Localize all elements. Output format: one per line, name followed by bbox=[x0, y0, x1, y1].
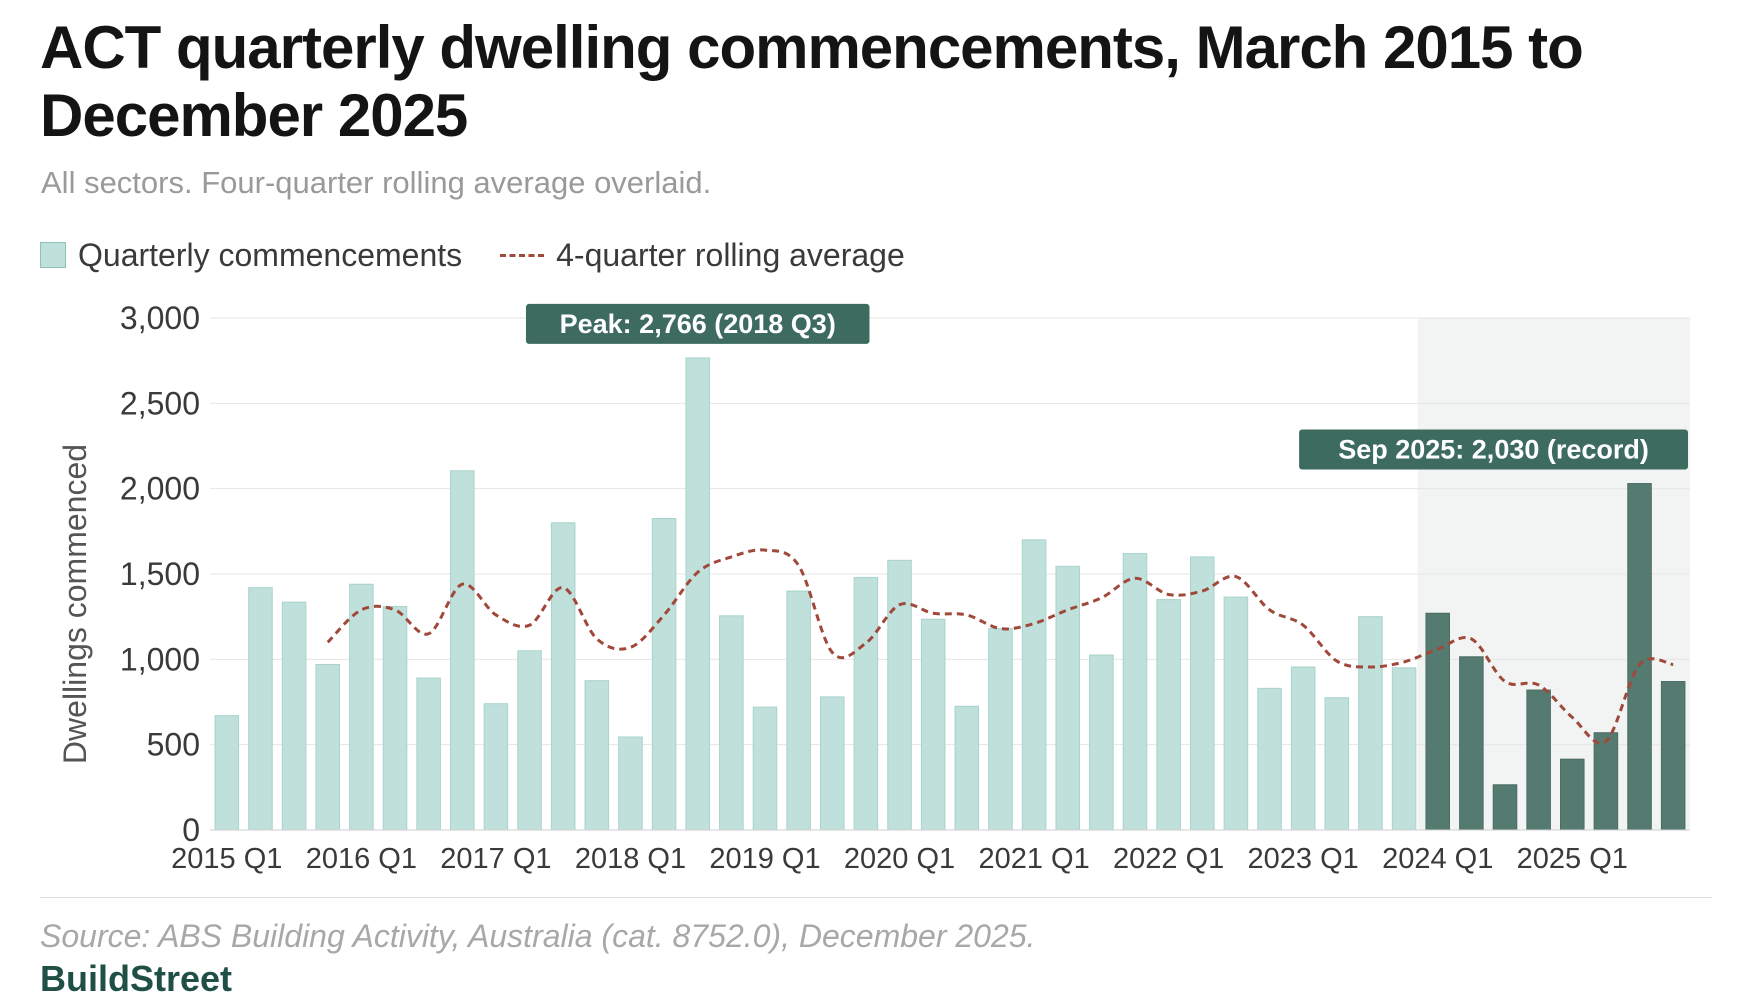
bar bbox=[1526, 689, 1551, 831]
bar bbox=[1492, 784, 1518, 831]
bar bbox=[752, 706, 778, 831]
bar bbox=[651, 518, 677, 831]
bar bbox=[315, 663, 341, 831]
x-tick-label: 2021 Q1 bbox=[978, 843, 1089, 875]
bar bbox=[1223, 596, 1249, 831]
bar bbox=[1089, 654, 1114, 831]
bar bbox=[248, 587, 273, 831]
brand-logo: BuildStreet bbox=[40, 958, 233, 999]
chart: 0 500 1,000 1,500 2,000 2,500 3,000 Dwellings c… bbox=[57, 300, 1690, 875]
y-tick-label: 3,000 bbox=[120, 300, 200, 336]
bar bbox=[349, 583, 374, 831]
annotation-label: Sep 2025: 2,030 (record) bbox=[1338, 435, 1649, 465]
y-tick-label: 500 bbox=[147, 727, 200, 763]
bar bbox=[954, 705, 980, 831]
chart-subtitle: All sectors. Four-quarter rolling averag… bbox=[41, 165, 712, 200]
legend: Quarterly commencements 4-quarter rollin… bbox=[40, 235, 905, 275]
y-tick-label: 2,000 bbox=[120, 471, 200, 507]
bar bbox=[517, 650, 542, 831]
y-tick-label: 2,500 bbox=[120, 385, 200, 421]
x-tick-label: 2018 Q1 bbox=[575, 843, 686, 875]
bar bbox=[1122, 553, 1148, 831]
bar bbox=[1425, 612, 1451, 831]
source-note: Source: ABS Building Activity, Australia… bbox=[40, 918, 1036, 954]
legend-bars-label: Quarterly commencements bbox=[78, 236, 463, 273]
x-tick-label: 2020 Q1 bbox=[844, 843, 955, 875]
legend-line-swatch bbox=[500, 253, 545, 257]
bar bbox=[1021, 539, 1047, 831]
bar bbox=[820, 696, 845, 831]
bar bbox=[1358, 616, 1383, 831]
annotation-box bbox=[525, 303, 870, 344]
bar bbox=[719, 615, 744, 831]
bar bbox=[1324, 697, 1350, 831]
bar bbox=[1190, 556, 1215, 831]
footer-divider bbox=[40, 897, 1712, 898]
x-tick-label: 2022 Q1 bbox=[1113, 843, 1224, 875]
bar bbox=[1459, 656, 1484, 831]
x-tick-label: 2019 Q1 bbox=[709, 843, 820, 875]
bar bbox=[988, 628, 1013, 831]
bar bbox=[1560, 758, 1585, 831]
bar bbox=[382, 605, 408, 831]
bar bbox=[584, 680, 610, 831]
bar bbox=[887, 559, 912, 831]
bar bbox=[281, 601, 307, 831]
legend-bar-swatch bbox=[40, 242, 66, 268]
legend-line-label: 4-quarter rolling average bbox=[556, 236, 905, 273]
bar bbox=[1627, 483, 1652, 831]
bar bbox=[1290, 666, 1316, 831]
y-axis-label: Dwellings commenced bbox=[57, 444, 93, 764]
bar bbox=[618, 736, 643, 831]
x-tick-label: 2023 Q1 bbox=[1248, 843, 1359, 875]
bar bbox=[483, 703, 509, 831]
rolling-average-line bbox=[326, 548, 1674, 745]
chart-title: ACT quarterly dwelling commencements, Ma… bbox=[40, 14, 1584, 149]
bar bbox=[450, 470, 475, 831]
bar bbox=[1391, 667, 1417, 831]
bar bbox=[685, 357, 710, 831]
bar bbox=[416, 677, 441, 831]
y-tick-label: 0 bbox=[182, 812, 200, 848]
bar bbox=[920, 618, 946, 831]
y-tick-label: 1,000 bbox=[120, 641, 200, 677]
bar bbox=[1660, 681, 1686, 831]
x-tick-label: 2024 Q1 bbox=[1382, 843, 1493, 875]
x-tick-label: 2016 Q1 bbox=[306, 843, 417, 875]
x-tick-label: 2017 Q1 bbox=[440, 843, 551, 875]
bar bbox=[1257, 687, 1282, 831]
y-tick-label: 1,500 bbox=[120, 556, 200, 592]
bar bbox=[853, 576, 879, 831]
x-tick-label: 2015 Q1 bbox=[171, 843, 282, 875]
x-tick-label: 2025 Q1 bbox=[1517, 843, 1628, 875]
bar bbox=[550, 522, 576, 831]
bar bbox=[786, 590, 811, 831]
annotation-label: Peak: 2,766 (2018 Q3) bbox=[560, 309, 836, 339]
bar bbox=[214, 715, 240, 831]
bar bbox=[1593, 732, 1619, 831]
annotation-box bbox=[1299, 429, 1688, 470]
bar bbox=[1156, 599, 1181, 831]
